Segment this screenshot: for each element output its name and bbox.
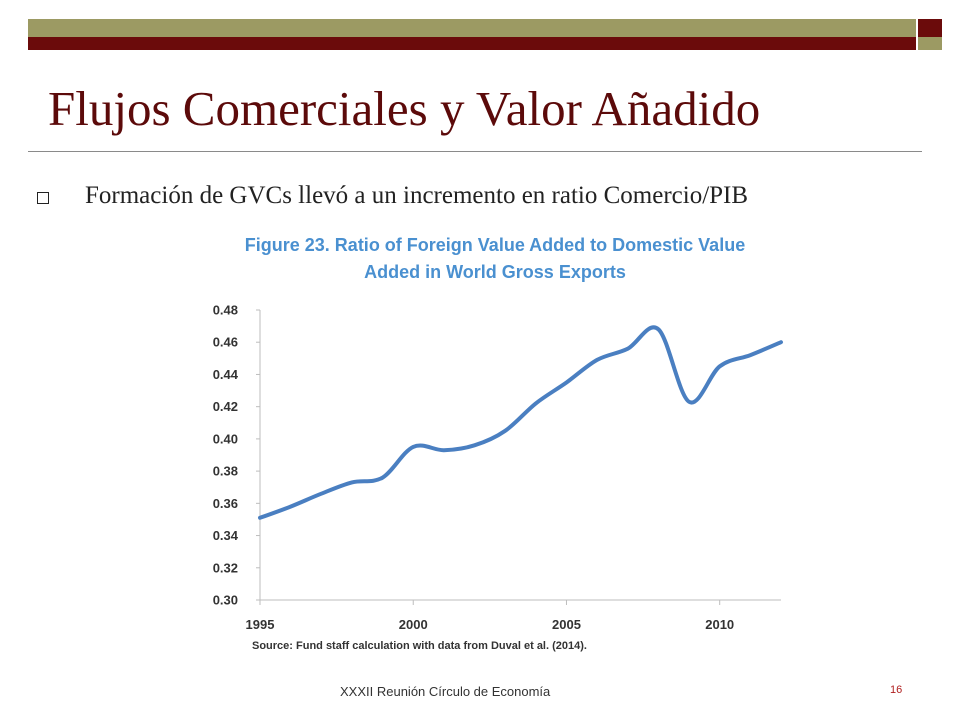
chart-source: Source: Fund staff calculation with data… — [252, 640, 587, 652]
bullet-text: Formación de GVCs llevó a un incremento … — [85, 182, 749, 209]
y-tick-label: 0.40 — [213, 431, 238, 446]
corner-square-red — [918, 19, 942, 37]
y-tick-label: 0.32 — [213, 560, 238, 575]
corner-square-olive — [918, 37, 942, 50]
footer-text: XXXII Reunión Círculo de Economía — [340, 684, 551, 699]
y-tick-label: 0.36 — [213, 496, 238, 511]
y-tick-label: 0.42 — [213, 399, 238, 414]
line-chart: 0.48 0.46 0.44 0.42 0.40 0.38 0.36 0.34 0.32 0.30… — [213, 303, 783, 632]
figure-title-line-2: Added in World Gross Exports — [364, 262, 626, 282]
square-bullet-icon — [37, 192, 49, 204]
x-tick-label: 2010 — [705, 617, 734, 632]
y-tick-label: 0.48 — [213, 303, 238, 318]
figure-title: Figure 23. Ratio of Foreign Value Added … — [210, 232, 780, 286]
figure-title-line-1: Figure 23. Ratio of Foreign Value Added … — [244, 235, 746, 255]
slide-title: Flujos Comerciales y Valor Añadido — [48, 81, 761, 136]
y-tick-label: 0.46 — [213, 335, 238, 350]
x-tick-label: 2005 — [552, 617, 581, 632]
y-tick-label: 0.30 — [213, 593, 238, 608]
y-tick-label: 0.38 — [213, 464, 238, 479]
top-band-red — [28, 37, 916, 50]
y-tick-label: 0.44 — [213, 367, 239, 382]
y-tick-label: 0.34 — [213, 528, 239, 543]
title-divider — [28, 151, 922, 152]
x-tick-label: 2000 — [399, 617, 428, 632]
top-band-olive — [28, 19, 916, 37]
series-line — [258, 325, 783, 520]
x-tick-label: 1995 — [246, 617, 275, 632]
page-number: 16 — [890, 684, 903, 696]
